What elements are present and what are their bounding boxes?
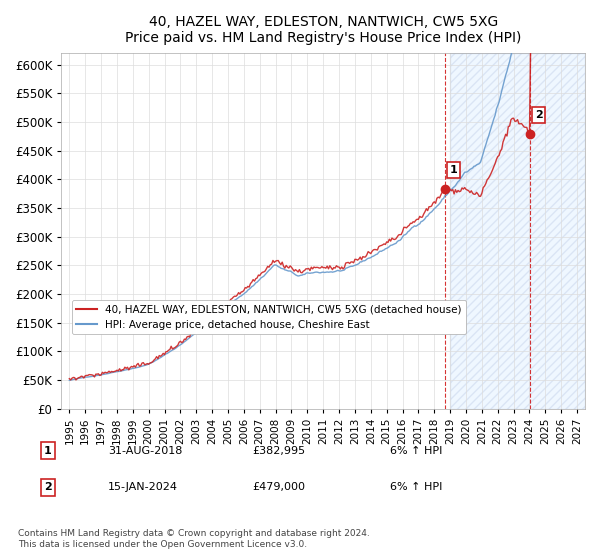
Text: 6% ↑ HPI: 6% ↑ HPI [390, 482, 442, 492]
Text: 2: 2 [44, 482, 52, 492]
Text: £479,000: £479,000 [252, 482, 305, 492]
Text: 2: 2 [535, 110, 542, 120]
Text: 15-JAN-2024: 15-JAN-2024 [108, 482, 178, 492]
Text: Contains HM Land Registry data © Crown copyright and database right 2024.
This d: Contains HM Land Registry data © Crown c… [18, 529, 370, 549]
Text: 1: 1 [44, 446, 52, 456]
Title: 40, HAZEL WAY, EDLESTON, NANTWICH, CW5 5XG
Price paid vs. HM Land Registry's Hou: 40, HAZEL WAY, EDLESTON, NANTWICH, CW5 5… [125, 15, 521, 45]
Text: 31-AUG-2018: 31-AUG-2018 [108, 446, 182, 456]
Text: £382,995: £382,995 [252, 446, 305, 456]
Text: 6% ↑ HPI: 6% ↑ HPI [390, 446, 442, 456]
Legend: 40, HAZEL WAY, EDLESTON, NANTWICH, CW5 5XG (detached house), HPI: Average price,: 40, HAZEL WAY, EDLESTON, NANTWICH, CW5 5… [72, 300, 466, 334]
Bar [450, 53, 585, 409]
Bar [450, 53, 585, 409]
Text: 1: 1 [449, 165, 457, 175]
